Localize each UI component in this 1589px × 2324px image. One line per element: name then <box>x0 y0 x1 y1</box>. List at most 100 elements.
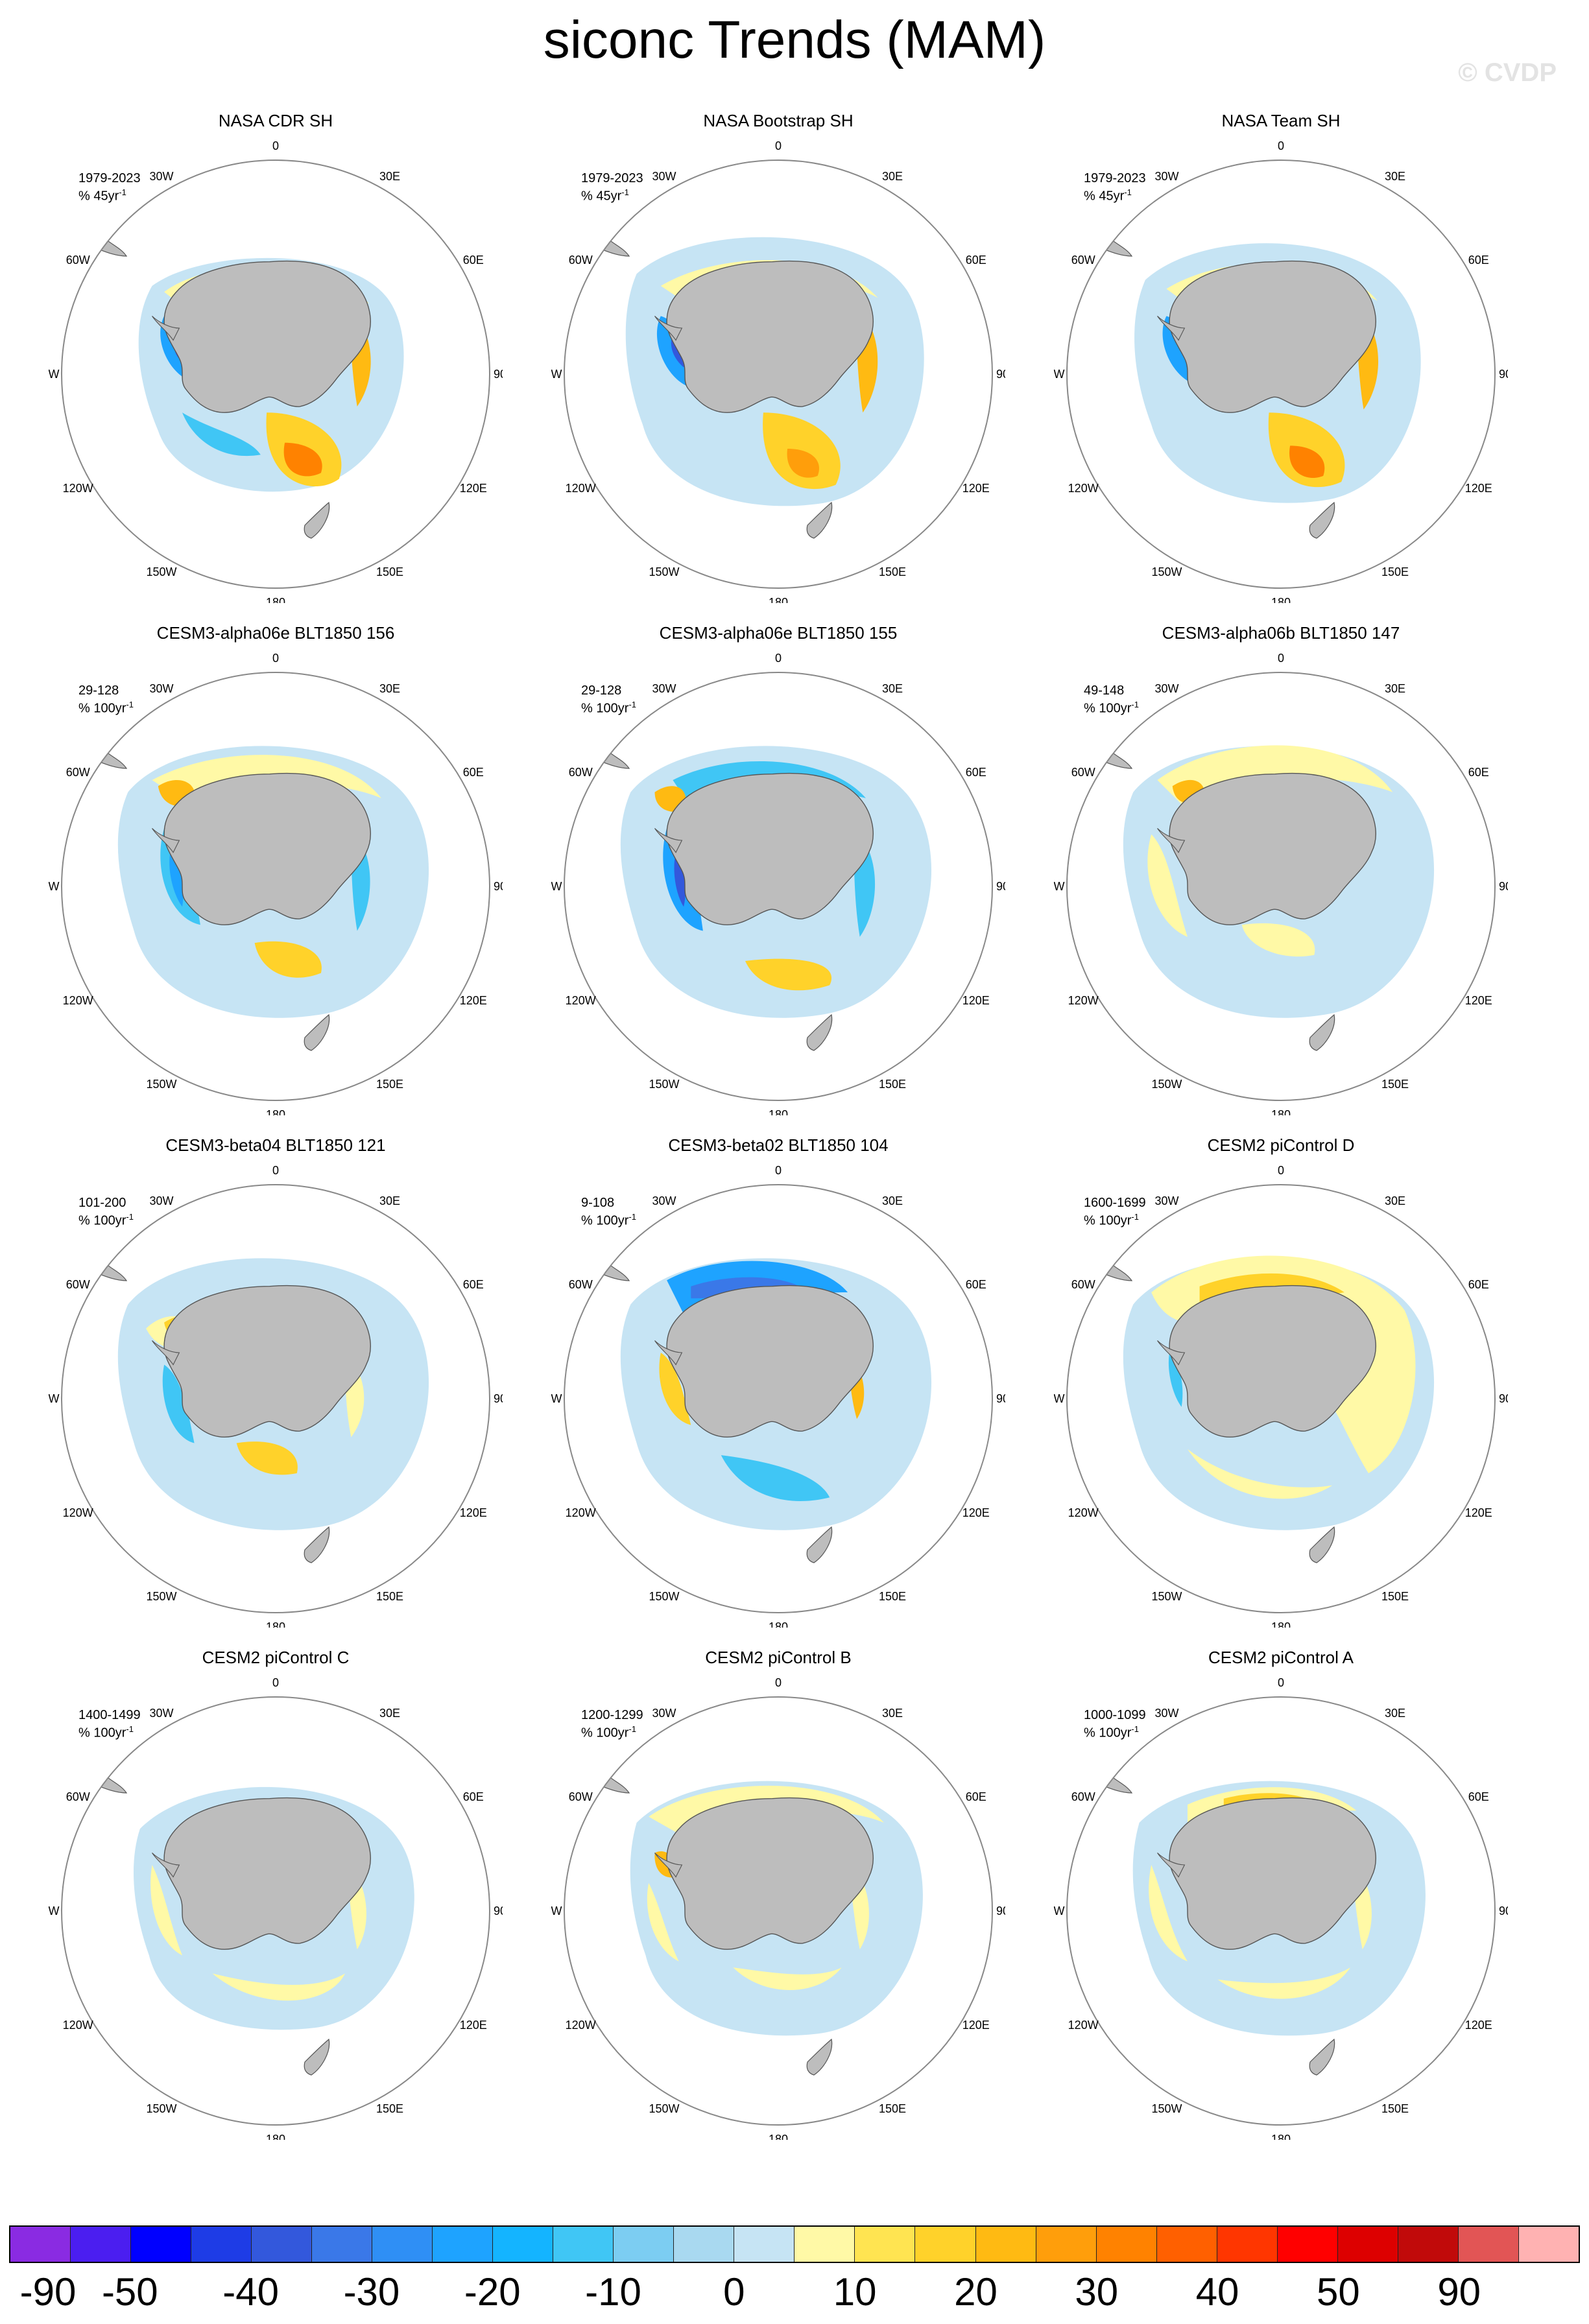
longitude-label: 30E <box>882 1707 903 1720</box>
longitude-label: 90W <box>49 1904 60 1917</box>
antarctic-peninsula <box>654 316 683 341</box>
longitude-label: 120E <box>962 1506 990 1519</box>
longitude-label: 30W <box>149 1707 173 1720</box>
colorbar-swatch <box>1156 2227 1217 2262</box>
longitude-label: 30E <box>882 170 903 183</box>
longitude-label: 90E <box>1499 1392 1508 1405</box>
map-boundary <box>1066 1184 1496 1613</box>
panel-units: % 100yr-1 <box>581 700 636 716</box>
panel-period: 29-128 <box>78 683 119 698</box>
longitude-label: 60W <box>1071 1790 1095 1803</box>
polar-map: 0 30E 60E 90E 120E 150E 180 150W 120W 90W 60W 30W <box>551 1164 1005 1628</box>
panel-title: CESM2 piControl B <box>705 1648 852 1667</box>
longitude-label: 90E <box>494 1392 503 1405</box>
longitude-label: 180 <box>1271 1108 1291 1115</box>
new-zealand-landmass <box>1309 1014 1335 1051</box>
longitude-label: 150W <box>1151 565 1182 578</box>
longitude-label: 60E <box>463 254 484 267</box>
longitude-label: 30E <box>882 1194 903 1207</box>
longitude-label: 30W <box>652 1707 676 1720</box>
longitude-label: 120W <box>566 1506 596 1519</box>
longitude-label: 150W <box>146 1078 176 1091</box>
antarctica-landmass <box>666 1285 874 1438</box>
panel-units: % 100yr-1 <box>78 1724 134 1740</box>
trend-region <box>733 1967 842 1990</box>
longitude-label: 90W <box>49 880 60 893</box>
longitude-label: 30W <box>652 170 676 183</box>
polar-map: 0 30E 60E 90E 120E 150E 180 150W 120W 90W 60W 30W <box>551 139 1005 603</box>
colorbar-label: -90 <box>19 2270 77 2314</box>
trend-region <box>283 442 322 477</box>
panel-units: % 45yr-1 <box>78 187 126 204</box>
colorbar-label: -20 <box>464 2270 521 2314</box>
longitude-label: 150W <box>649 1590 679 1603</box>
figure-title: siconc Trends (MAM) <box>543 10 1046 69</box>
longitude-label: 60W <box>569 254 593 267</box>
longitude-label: 60E <box>463 1790 484 1803</box>
longitude-label: 120E <box>460 2019 487 2032</box>
longitude-label: 180 <box>769 2133 788 2140</box>
longitude-label: 60W <box>66 1278 90 1291</box>
longitude-label: 90E <box>996 1392 1005 1405</box>
map-boundary <box>1066 160 1496 589</box>
longitude-label: 0 <box>1278 139 1284 152</box>
longitude-label: 30E <box>379 170 400 183</box>
colorbar-swatch <box>433 2227 494 2262</box>
polar-map: 0 30E 60E 90E 120E 150E 180 150W 120W 90W 60W 30W <box>551 1676 1005 2140</box>
colorbar-swatch <box>975 2227 1036 2262</box>
trend-region <box>745 958 832 991</box>
longitude-label: 60W <box>66 254 90 267</box>
longitude-label: 120W <box>1068 482 1099 495</box>
colorbar-swatch <box>131 2227 192 2262</box>
longitude-label: 30W <box>1154 682 1178 695</box>
longitude-label: 0 <box>1278 1676 1284 1689</box>
longitude-label: 30W <box>1154 1707 1178 1720</box>
antarctica-landmass <box>666 260 874 413</box>
longitude-label: 150W <box>1151 1078 1182 1091</box>
longitude-label: 90E <box>996 880 1005 893</box>
colorbar-label: -30 <box>343 2270 400 2314</box>
antarctic-peninsula <box>654 1340 683 1366</box>
polar-map: 0 30E 60E 90E 120E 150E 180 150W 120W 90W 60W 30W <box>49 139 503 603</box>
longitude-label: 150W <box>146 1590 176 1603</box>
longitude-label: 0 <box>272 139 279 152</box>
colorbar-swatch <box>71 2227 132 2262</box>
longitude-label: 120W <box>1068 1506 1099 1519</box>
longitude-label: 30E <box>1385 1194 1405 1207</box>
colorbar <box>9 2225 1580 2263</box>
longitude-label: 120W <box>63 2019 93 2032</box>
longitude-label: 150E <box>879 565 906 578</box>
trend-region <box>1217 1967 1351 1999</box>
panel-title: CESM2 piControl C <box>202 1648 350 1667</box>
south-america-landmass <box>564 1240 630 1281</box>
longitude-label: 150E <box>1381 1078 1409 1091</box>
longitude-label: 0 <box>272 652 279 665</box>
longitude-label: 90W <box>551 1392 562 1405</box>
map-boundary <box>1066 672 1496 1101</box>
longitude-label: 120W <box>63 1506 93 1519</box>
polar-map: 0 30E 60E 90E 120E 150E 180 150W 120W 90W 60W 30W <box>49 652 503 1115</box>
longitude-label: 30W <box>1154 1194 1178 1207</box>
trend-region <box>721 1455 830 1501</box>
longitude-label: 90W <box>1054 368 1065 381</box>
longitude-label: 150W <box>146 565 176 578</box>
south-america-landmass <box>62 728 128 769</box>
panel-period: 1979-2023 <box>1084 171 1146 185</box>
map-boundary <box>61 1696 490 2126</box>
longitude-label: 180 <box>266 1620 285 1628</box>
polar-map: 0 30E 60E 90E 120E 150E 180 150W 120W 90W 60W 30W <box>49 1164 503 1628</box>
map-boundary <box>61 160 490 589</box>
map-boundary <box>564 672 993 1101</box>
longitude-label: 90W <box>1054 1392 1065 1405</box>
trend-region <box>169 852 184 907</box>
trend-region <box>1241 923 1315 957</box>
longitude-label: 60W <box>66 766 90 779</box>
panel-title: NASA Bootstrap SH <box>703 111 854 130</box>
longitude-label: 0 <box>272 1164 279 1177</box>
colorbar-swatch <box>794 2227 855 2262</box>
longitude-label: 90W <box>551 368 562 381</box>
longitude-label: 30E <box>1385 1707 1405 1720</box>
longitude-label: 150E <box>1381 1590 1409 1603</box>
colorbar-swatch <box>1217 2227 1278 2262</box>
longitude-label: 180 <box>769 596 788 603</box>
